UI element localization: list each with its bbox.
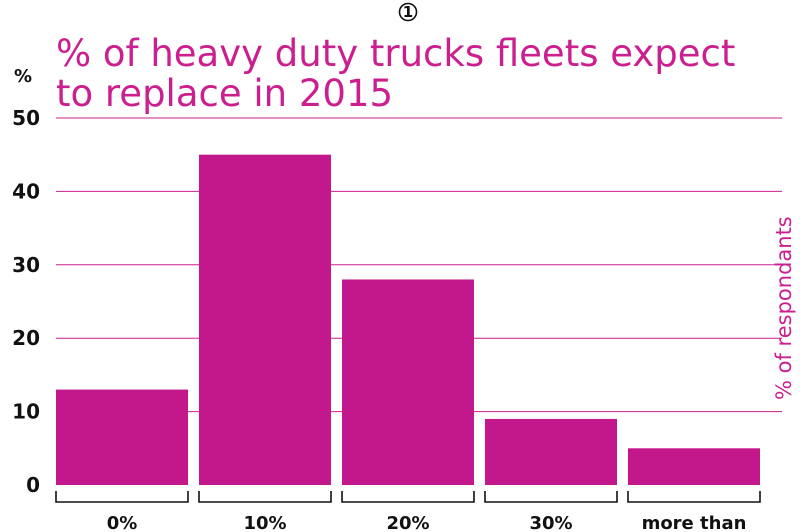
y-tick-label-50: 50 [12,106,40,130]
y-tick-label-10: 10 [12,400,40,424]
y-axis-unit-label: % [14,66,32,87]
y-tick-label-20: 20 [12,326,40,350]
bar-0 [56,389,188,485]
bar-3 [485,418,617,485]
bar-4 [628,448,760,485]
category-bracket-1 [198,491,332,503]
side-axis-label: % of respondants [772,216,796,400]
gridlines [56,117,782,413]
x-tick-label-4: more than [642,513,747,532]
x-tick-labels: 0% 10% 20% 30% more than [107,513,747,532]
category-bracket-0 [55,491,189,503]
x-tick-label-0: 0% [107,513,138,532]
badge-circle [398,2,418,22]
y-tick-label-40: 40 [12,179,40,203]
badge-number: 1 [403,3,413,21]
x-tick-label-1: 10% [243,513,286,532]
category-bracket-4 [627,491,761,503]
y-tick-label-30: 30 [12,253,40,277]
y-tick-labels: 0 10 20 30 40 50 [12,106,40,497]
category-brackets [55,491,761,503]
chart-title-line-1: % of heavy duty trucks fleets expect [56,32,735,75]
chart-title-line-2: to replace in 2015 [56,72,393,115]
x-tick-label-3: 30% [529,513,572,532]
category-bracket-3 [484,491,618,503]
bars [56,154,760,485]
bar-1 [199,154,331,485]
y-tick-label-0: 0 [26,473,40,497]
bar-2 [342,279,474,485]
x-tick-label-2: 20% [386,513,429,532]
category-bracket-2 [341,491,475,503]
